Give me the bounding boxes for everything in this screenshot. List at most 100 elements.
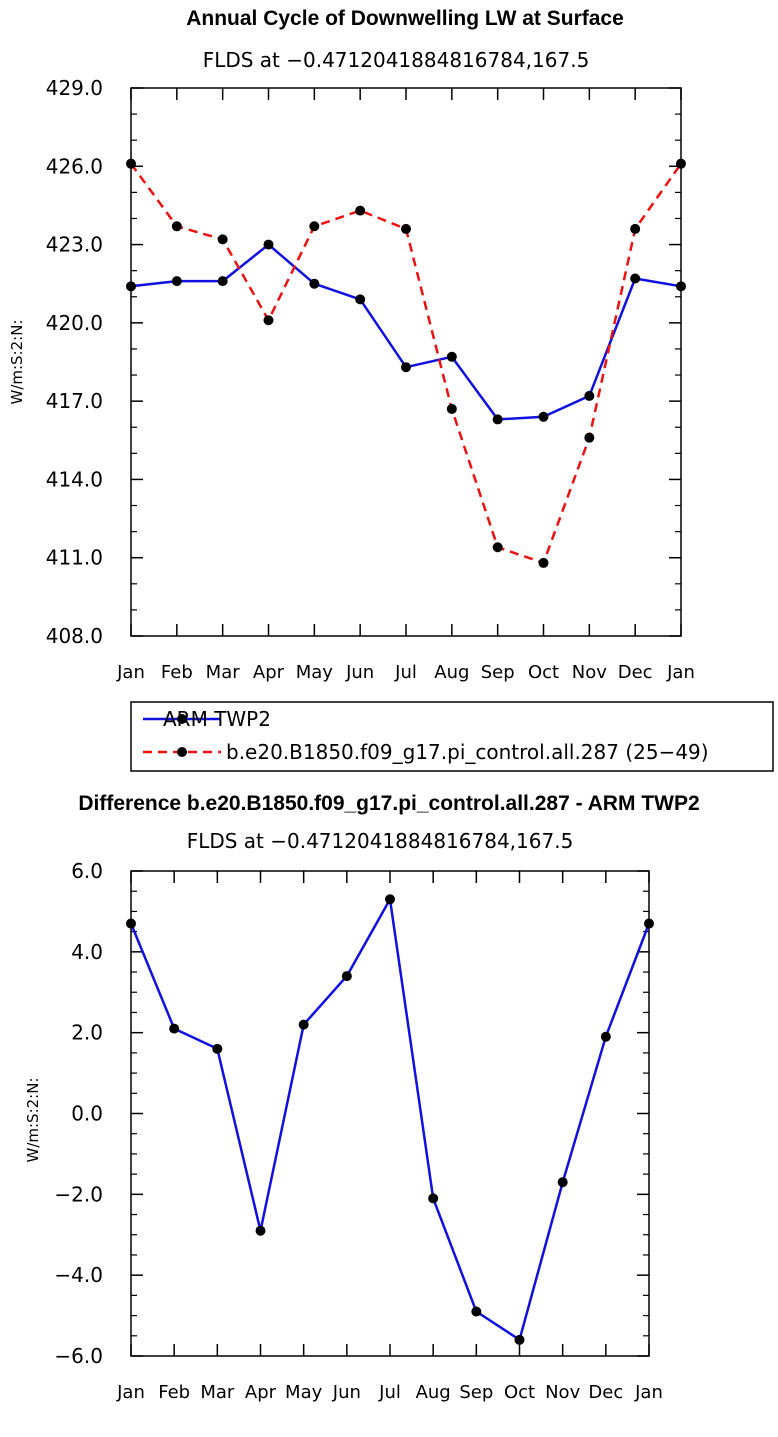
x-tick-label: Feb [158, 1382, 190, 1403]
x-tick-label: Jan [116, 662, 145, 683]
x-tick-label: Oct [528, 662, 559, 683]
x-tick-label: Sep [481, 662, 515, 683]
data-point-1-4 [309, 221, 320, 232]
x-tick-label: Jan [116, 1382, 145, 1403]
data-point-1-7 [446, 403, 457, 414]
legend-entry-model: b.e20.B1850.f09_g17.pi_control.all.287 (… [226, 740, 709, 764]
data-point-0-11 [630, 273, 641, 284]
data-point-0-8 [471, 1306, 482, 1317]
data-point-0-12 [644, 918, 654, 929]
x-tick-label: Jan [634, 1382, 663, 1403]
x-tick-label: Aug [416, 1382, 451, 1403]
data-point-1-9 [538, 557, 549, 568]
x-tick-label: Aug [434, 662, 469, 683]
data-point-0-0 [126, 918, 136, 929]
chart-subtitle: FLDS at −0.4712041884816784,167.5 [203, 48, 590, 72]
series-line-0 [129, 898, 651, 1342]
legend-box [130, 701, 774, 772]
difference-chart: Difference b.e20.B1850.f09_g17.pi_contro… [24, 792, 700, 1403]
data-point-1-5 [355, 205, 366, 216]
y-tick-label: 408.0 [46, 624, 103, 648]
y-tick-label: 2.0 [71, 1021, 103, 1045]
x-tick-label: Apr [245, 1382, 277, 1403]
data-point-0-4 [309, 278, 320, 289]
data-point-0-1 [171, 276, 182, 287]
y-tick-label: 6.0 [71, 859, 103, 883]
data-point-0-5 [355, 294, 366, 305]
x-tick-label: Mar [206, 662, 241, 683]
plot-area: −6.0 −4.0 −2.0 0.0 2.0 4.0 6.0 Jan Feb Mar Apr May J… [54, 859, 662, 1403]
x-tick-label: May [285, 1382, 323, 1403]
x-tick-label: Jan [666, 662, 695, 683]
x-tick-label: Dec [618, 662, 653, 683]
y-tick-label: 420.0 [46, 311, 103, 335]
data-point-1-8 [492, 542, 503, 553]
chart-subtitle: FLDS at −0.4712041884816784,167.5 [187, 829, 574, 853]
data-point-0-2 [217, 276, 228, 287]
plot-frame [130, 870, 650, 1357]
data-point-0-9 [538, 411, 549, 422]
data-point-1-12 [676, 158, 686, 169]
data-point-0-9 [514, 1334, 525, 1345]
plot-area: 408.0 411.0 414.0 417.0 420.0 423.0 426.0 429.0… [46, 76, 695, 683]
data-point-0-0 [126, 281, 136, 292]
x-tick-label: May [296, 662, 334, 683]
data-point-0-12 [676, 281, 686, 292]
y-tick-label: −4.0 [54, 1263, 103, 1287]
data-point-0-1 [169, 1023, 180, 1034]
y-tick-label: 417.0 [46, 389, 103, 413]
legend-entry-obs: ARM TWP2 [163, 707, 271, 731]
data-point-0-6 [401, 362, 411, 373]
x-tick-label: Nov [572, 662, 607, 683]
x-tick-label: Apr [253, 662, 285, 683]
legend-marker-obs [177, 714, 187, 724]
data-point-1-3 [263, 315, 274, 326]
data-point-0-2 [212, 1043, 223, 1054]
data-point-1-1 [171, 221, 182, 232]
chart-title: Difference b.e20.B1850.f09_g17.pi_contro… [78, 792, 699, 815]
y-tick-label: 429.0 [46, 76, 103, 100]
x-tick-label: Nov [545, 1382, 580, 1403]
x-tick-label: Jul [394, 662, 417, 683]
data-point-0-4 [298, 1019, 309, 1030]
annual-cycle-chart: Annual Cycle of Downwelling LW at Surfac… [8, 7, 774, 772]
data-point-1-2 [217, 234, 228, 245]
x-tick-label: Jun [332, 1382, 361, 1403]
data-point-1-0 [126, 158, 136, 169]
data-point-0-3 [263, 239, 274, 250]
y-tick-label: 0.0 [71, 1102, 103, 1126]
x-tick-label: Dec [588, 1382, 623, 1403]
y-tick-label: 411.0 [46, 546, 103, 570]
data-point-0-10 [557, 1177, 568, 1188]
x-tick-label: Jun [345, 662, 374, 683]
y-tick-label: −2.0 [54, 1182, 103, 1206]
y-tick-label: −6.0 [54, 1344, 103, 1368]
x-tick-label: Feb [161, 662, 193, 683]
plot-frame [130, 87, 682, 637]
x-tick-label: Mar [200, 1382, 235, 1403]
data-point-0-3 [255, 1225, 266, 1236]
data-point-0-11 [600, 1031, 611, 1042]
data-point-0-5 [341, 971, 352, 982]
y-tick-label: 423.0 [46, 233, 103, 257]
x-tick-label: Oct [504, 1382, 535, 1403]
y-axis-label: W/m:S:2:N: [24, 1078, 42, 1163]
data-point-0-10 [584, 390, 595, 401]
data-point-1-10 [584, 432, 595, 443]
chart-title: Annual Cycle of Downwelling LW at Surfac… [186, 7, 624, 30]
x-tick-label: Sep [459, 1382, 493, 1403]
y-tick-label: 414.0 [46, 467, 103, 491]
data-point-0-6 [385, 894, 395, 905]
y-tick-label: 4.0 [71, 940, 103, 964]
legend-marker-model [177, 747, 187, 757]
y-axis-label: W/m:S:2:N: [8, 320, 26, 405]
data-point-0-7 [446, 351, 457, 362]
legend: ARM TWP2 b.e20.B1850.f09_g17.pi_control.… [130, 701, 774, 772]
data-point-0-8 [492, 414, 503, 425]
y-tick-label: 426.0 [46, 154, 103, 178]
data-point-0-7 [428, 1193, 439, 1204]
x-tick-label: Jul [378, 1382, 401, 1403]
data-point-1-11 [630, 223, 641, 234]
data-point-1-6 [401, 223, 411, 234]
